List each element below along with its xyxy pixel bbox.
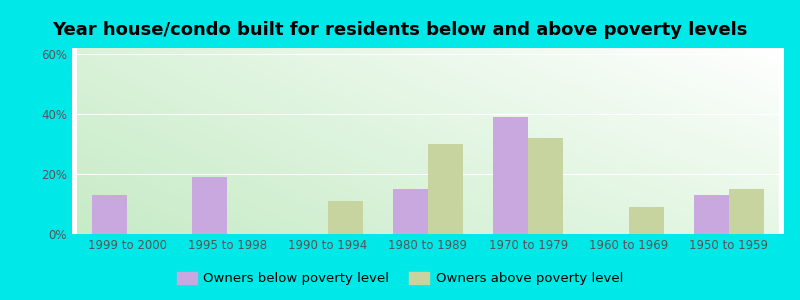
Bar <box>92 195 127 234</box>
Bar <box>694 195 729 234</box>
Bar <box>428 144 463 234</box>
Bar <box>328 201 363 234</box>
Bar <box>192 177 227 234</box>
Bar <box>528 138 563 234</box>
Bar <box>629 207 664 234</box>
Bar <box>493 117 528 234</box>
Text: Year house/condo built for residents below and above poverty levels: Year house/condo built for residents bel… <box>52 21 748 39</box>
Bar <box>729 189 764 234</box>
Bar <box>393 189 428 234</box>
Legend: Owners below poverty level, Owners above poverty level: Owners below poverty level, Owners above… <box>172 266 628 290</box>
